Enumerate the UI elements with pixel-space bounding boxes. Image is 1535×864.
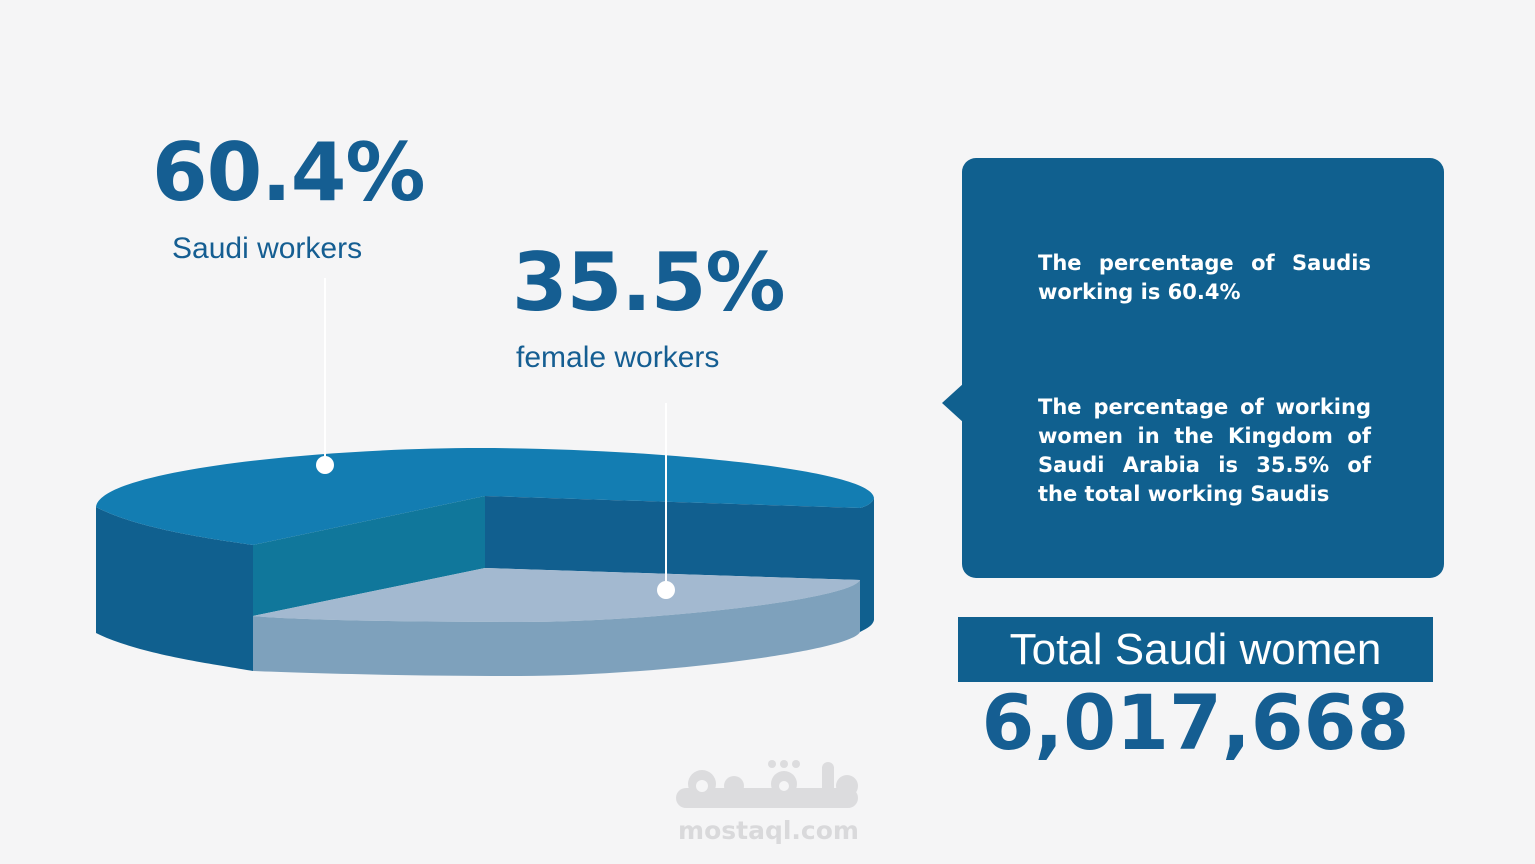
info-text-working-women: The percentage of working women in the K… bbox=[1038, 395, 1371, 506]
leader-dot-saudi bbox=[316, 456, 334, 474]
female-workers-label: female workers bbox=[516, 341, 720, 374]
slice-female-workers-side bbox=[253, 580, 860, 676]
pie-side-wall-right bbox=[860, 498, 874, 632]
info-box-pointer bbox=[942, 383, 964, 423]
info-box: The percentage of Saudis working is 60.4… bbox=[962, 158, 1444, 578]
female-workers-percent: 35.5% bbox=[512, 236, 786, 329]
slice-female-workers bbox=[253, 568, 860, 622]
pie-side-wall bbox=[96, 507, 253, 671]
pie-inner-wall-left bbox=[253, 496, 485, 616]
total-women-value: 6,017,668 bbox=[981, 678, 1410, 767]
total-women-banner: Total Saudi women bbox=[958, 617, 1433, 682]
saudi-workers-percent: 60.4% bbox=[152, 126, 426, 219]
slice-saudi-workers bbox=[96, 448, 874, 545]
total-women-label: Total Saudi women bbox=[1009, 624, 1382, 674]
watermark-logo bbox=[676, 760, 858, 808]
info-text-saudis-working: The percentage of Saudis working is 60.4… bbox=[1038, 251, 1371, 304]
saudi-workers-label: Saudi workers bbox=[172, 232, 363, 265]
leader-dot-female bbox=[657, 581, 675, 599]
pie-inner-wall-back bbox=[485, 496, 860, 580]
watermark-text: mostaql.com bbox=[678, 816, 859, 845]
